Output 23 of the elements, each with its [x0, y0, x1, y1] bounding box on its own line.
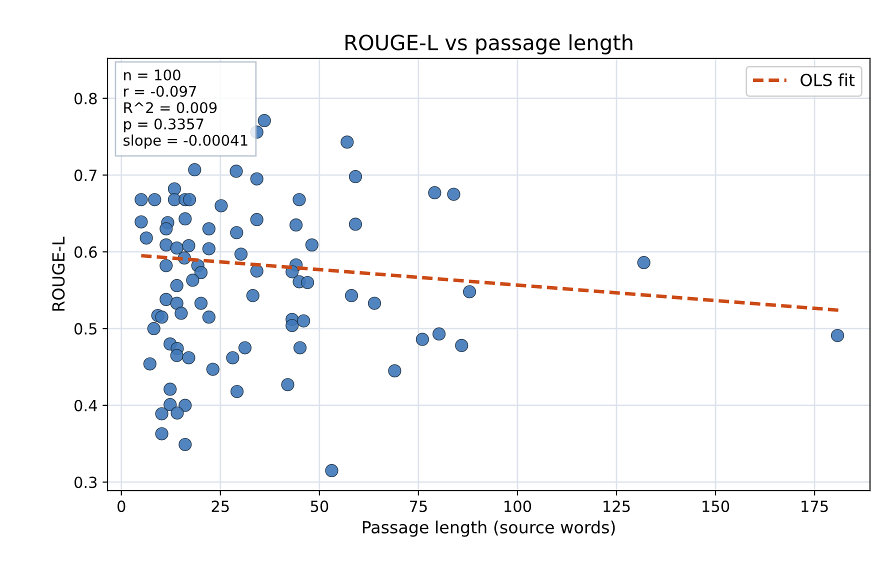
y-tick-label: 0.5 [74, 323, 96, 335]
x-tick-label: 50 [310, 500, 328, 512]
x-tick-label: 125 [604, 500, 630, 512]
x-tick-label: 25 [212, 500, 229, 512]
x-tick-label: 0 [118, 500, 126, 512]
annotation: p = 0.3357 [124, 118, 204, 132]
x-tick-label: 150 [702, 500, 730, 512]
y-tick-label: 0.6 [74, 246, 97, 258]
y-axis-title: ROUGE-L [52, 236, 65, 311]
x-axis-title: Passage length (source words) [362, 520, 615, 537]
annotation: r = -0.097 [124, 86, 196, 97]
chart-title: ROUGE-L vs passage length [346, 34, 632, 54]
x-tick-label: 175 [802, 500, 828, 512]
legend-label: OLS fit [800, 73, 855, 86]
x-tick-label: 100 [504, 500, 532, 512]
annotation: R^2 = 0.009 [124, 102, 217, 114]
y-tick-label: 0.7 [74, 170, 96, 182]
y-tick-label: 0.4 [74, 400, 97, 412]
annotation: slope = -0.00041 [124, 134, 248, 149]
x-tick-label: 75 [410, 500, 427, 512]
y-tick-label: 0.8 [74, 92, 97, 104]
y-tick-label: 0.3 [74, 476, 97, 488]
annotation: n = 100 [124, 69, 180, 80]
